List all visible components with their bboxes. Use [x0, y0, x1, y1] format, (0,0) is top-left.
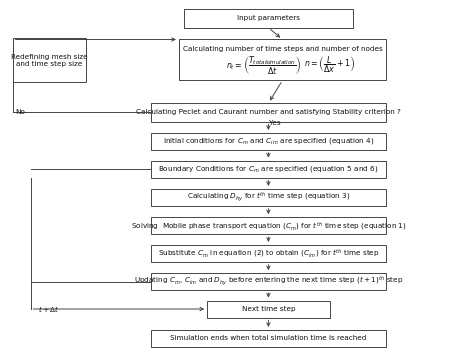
Text: Initial conditions for $C_m$ and $C_{im}$ are specified (equation 4): Initial conditions for $C_m$ and $C_{im}… [163, 136, 374, 147]
FancyBboxPatch shape [151, 160, 386, 178]
FancyBboxPatch shape [151, 217, 386, 234]
Text: $n = \left(\dfrac{L}{\Delta x}+1\right)$: $n = \left(\dfrac{L}{\Delta x}+1\right)$ [304, 55, 355, 75]
FancyBboxPatch shape [151, 330, 386, 347]
FancyBboxPatch shape [151, 189, 386, 206]
FancyBboxPatch shape [151, 273, 386, 290]
Text: Calculating Peclet and Caurant number and satisfying Stability criterion ?: Calculating Peclet and Caurant number an… [136, 109, 401, 115]
FancyBboxPatch shape [151, 133, 386, 150]
Text: Input parameters: Input parameters [237, 16, 300, 21]
Text: $t + \Delta t$: $t + \Delta t$ [38, 304, 60, 314]
Text: Simulation ends when total simulation time is reached: Simulation ends when total simulation ti… [170, 336, 366, 341]
FancyBboxPatch shape [183, 9, 353, 28]
FancyBboxPatch shape [179, 40, 386, 80]
Text: Calculating $D_{hy}$ for $t^{th}$ time step (equation 3): Calculating $D_{hy}$ for $t^{th}$ time s… [187, 191, 350, 204]
Text: No: No [16, 109, 25, 115]
Text: Redefining mesh size
and time step size: Redefining mesh size and time step size [11, 53, 88, 67]
Text: Boundary Conditions for $C_m$ are specified (equation 5 and 6): Boundary Conditions for $C_m$ are specif… [158, 164, 379, 174]
Text: Yes: Yes [269, 120, 281, 126]
FancyBboxPatch shape [151, 245, 386, 262]
Text: Substitute $C_m$ in equation (2) to obtain ($C_{im}$) for $t^{th}$ time step: Substitute $C_m$ in equation (2) to obta… [158, 247, 379, 259]
Text: Calculating number of time steps and number of nodes: Calculating number of time steps and num… [182, 46, 383, 52]
Text: Solving  Mobile phase transport equation ($C_m$) for $t^{th}$ time step (equatio: Solving Mobile phase transport equation … [130, 220, 406, 232]
Text: Updating $C_m$, $C_{im}$ and $D_{hy}$ before entering the next time step $(t+1)^: Updating $C_m$, $C_{im}$ and $D_{hy}$ be… [134, 275, 403, 289]
Text: Next time step: Next time step [242, 306, 295, 312]
FancyBboxPatch shape [13, 38, 86, 82]
FancyBboxPatch shape [207, 301, 329, 318]
Text: $n_t = \left(\dfrac{T_{totalsimulation}}{\Delta t}\right)$: $n_t = \left(\dfrac{T_{totalsimulation}}… [226, 54, 301, 76]
FancyBboxPatch shape [151, 103, 386, 121]
